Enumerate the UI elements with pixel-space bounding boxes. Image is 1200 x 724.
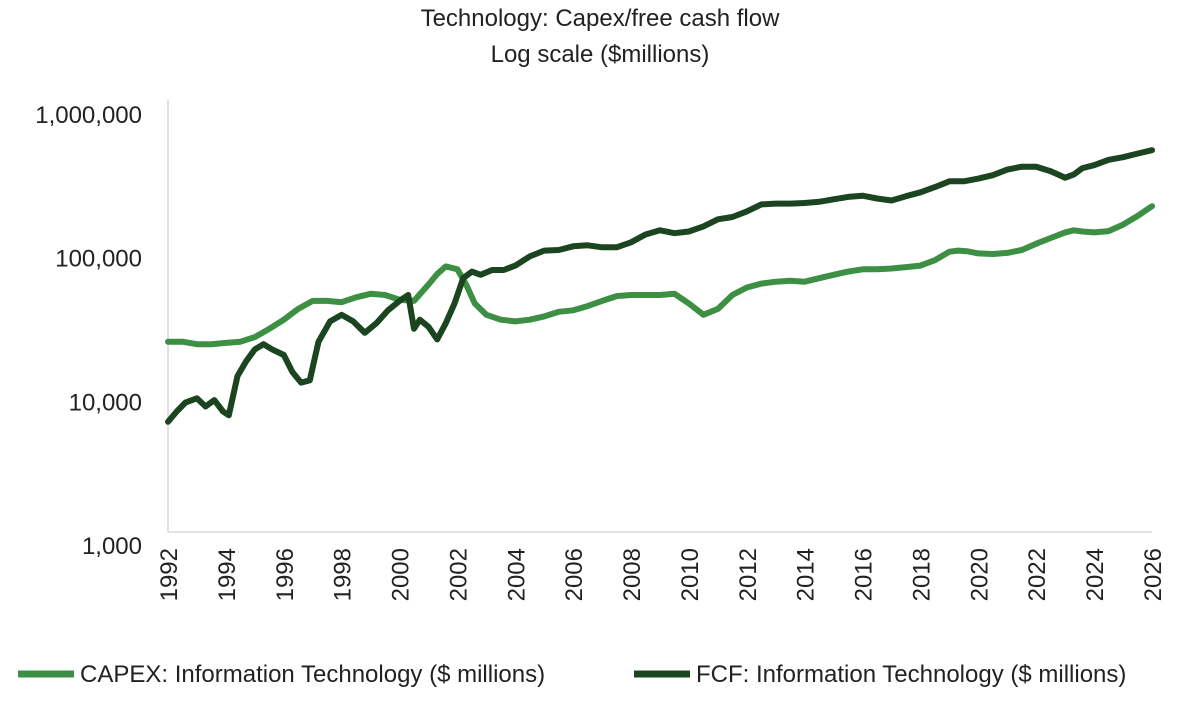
plot-area: 1,000 10,000 100,000 1,000,000 1992 1994 1996…: [35, 100, 1167, 601]
x-tick-label: 1996: [272, 548, 299, 601]
x-tick-label: 2024: [1082, 548, 1109, 601]
y-tick-label: 10,000: [69, 389, 142, 416]
x-tick-label: 1994: [214, 548, 241, 601]
legend-label-fcf: FCF: Information Technology ($ millions): [696, 661, 1126, 688]
chart-subtitle: Log scale ($millions): [491, 41, 710, 68]
x-tick-label: 2022: [1024, 548, 1051, 601]
x-tick-label: 2016: [851, 548, 878, 601]
x-tick-label: 2026: [1140, 548, 1167, 601]
y-tick-labels: 1,000 10,000 100,000 1,000,000: [35, 102, 142, 560]
x-tick-label: 2010: [677, 548, 704, 601]
legend: CAPEX: Information Technology ($ million…: [18, 661, 1126, 688]
x-tick-label: 2018: [908, 548, 935, 601]
x-tick-label: 2020: [966, 548, 993, 601]
series-line-capex: [165, 203, 1155, 348]
x-tick-labels: 1992 1994 1996 1998 2000 2002 2004 2006 2008 2010…: [156, 548, 1167, 601]
x-tick-label: 2008: [619, 548, 646, 601]
x-tick-label: 2006: [561, 548, 588, 601]
y-tick-label: 100,000: [55, 246, 142, 273]
y-tick-label: 1,000: [82, 533, 142, 560]
x-tick-label: 2002: [445, 548, 472, 601]
legend-label-capex: CAPEX: Information Technology ($ million…: [80, 661, 545, 688]
x-tick-label: 2014: [793, 548, 820, 601]
y-tick-label: 1,000,000: [35, 102, 142, 129]
x-tick-label: 2004: [503, 548, 530, 601]
series-line-fcf: [165, 147, 1155, 425]
x-tick-label: 2012: [735, 548, 762, 601]
x-tick-label: 1998: [330, 548, 357, 601]
x-tick-label: 1992: [156, 548, 183, 601]
chart-title: Technology: Capex/free cash flow: [421, 5, 781, 32]
series-lines: [165, 147, 1155, 425]
x-tick-label: 2000: [388, 548, 415, 601]
